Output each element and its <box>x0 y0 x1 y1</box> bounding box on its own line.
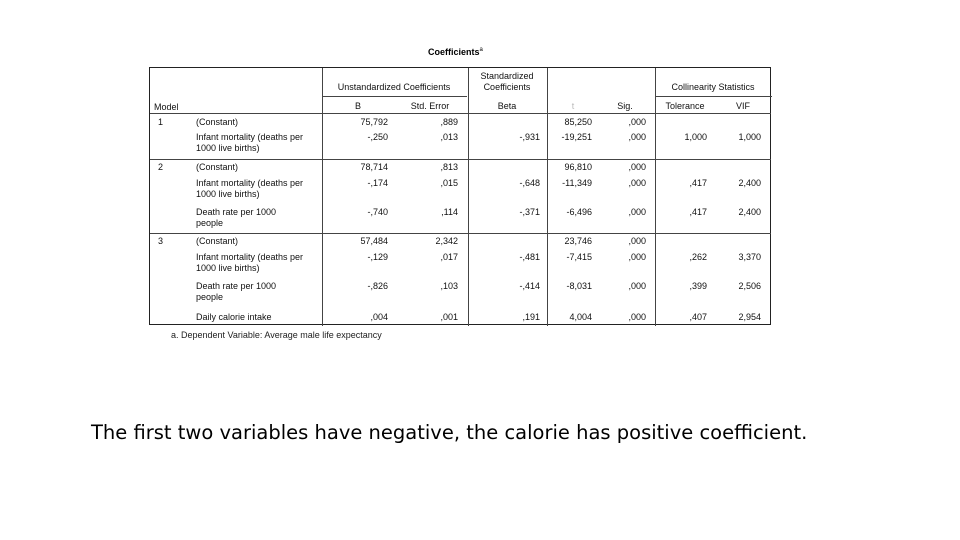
table-title-marker: a <box>479 47 483 53</box>
cell-beta: -,414 <box>519 281 540 291</box>
grid-line <box>150 159 771 160</box>
model-id: 3 <box>158 236 164 246</box>
cell-se: ,013 <box>440 132 458 142</box>
header-collinearity: Collinearity Statistics <box>671 82 755 92</box>
cell-t: -11,349 <box>562 178 592 188</box>
cell-se: ,889 <box>440 117 458 127</box>
cell-b: -,250 <box>367 132 388 142</box>
row-label: (Constant) <box>196 236 239 246</box>
cell-t: -19,251 <box>561 132 592 142</box>
cell-vif: 2,400 <box>738 207 761 217</box>
table-title-text: Coefficients <box>428 47 480 57</box>
header-standardized: Standardized Coefficients <box>480 71 534 92</box>
header-b: B <box>354 101 361 111</box>
grid-line <box>655 96 772 97</box>
cell-se: ,103 <box>440 281 458 291</box>
cell-b: -,129 <box>367 252 388 262</box>
cell-t: 85,250 <box>564 117 592 127</box>
cell-t: -6,496 <box>566 207 592 217</box>
cell-tolerance: ,417 <box>689 178 707 188</box>
cell-t: 23,746 <box>564 236 592 246</box>
cell-sig: ,000 <box>628 312 646 322</box>
cell-b: -,174 <box>367 178 388 188</box>
cell-sig: ,000 <box>628 117 646 127</box>
cell-b: -,740 <box>367 207 388 217</box>
header-vif: VIF <box>735 101 750 111</box>
cell-b: -,826 <box>367 281 388 291</box>
table-footnote: a. Dependent Variable: Average male life… <box>171 330 382 340</box>
cell-se: ,114 <box>441 207 458 217</box>
model-id: 2 <box>158 162 164 172</box>
cell-tolerance: ,417 <box>689 207 707 217</box>
cell-vif: 2,400 <box>738 178 761 188</box>
cell-sig: ,000 <box>628 178 646 188</box>
cell-sig: ,000 <box>628 281 646 291</box>
model-id: 1 <box>158 117 164 127</box>
grid-line <box>468 68 469 326</box>
cell-beta: -,931 <box>519 132 540 142</box>
cell-vif: 2,506 <box>738 281 761 291</box>
cell-beta: -,371 <box>519 207 540 217</box>
slide-caption: The first two variables have negative, t… <box>91 421 808 444</box>
row-label: Infant mortality (deaths per 1000 live b… <box>196 132 304 153</box>
cell-b: 78,714 <box>360 162 388 172</box>
cell-vif: 2,954 <box>738 312 761 322</box>
cell-se: ,813 <box>440 162 458 172</box>
row-label: (Constant) <box>196 162 239 172</box>
header-std-error: Std. Error <box>410 101 450 111</box>
cell-t: -7,415 <box>566 252 592 262</box>
row-label: (Constant) <box>196 117 239 127</box>
row-label: Daily calorie intake <box>196 312 272 322</box>
grid-line <box>150 233 771 234</box>
header-sig: Sig. <box>617 101 633 111</box>
grid-line <box>322 96 467 97</box>
grid-line <box>150 113 771 114</box>
cell-b: 57,484 <box>360 236 388 246</box>
cell-t: 96,810 <box>564 162 592 172</box>
cell-se: ,017 <box>440 252 458 262</box>
row-label: Infant mortality (deaths per 1000 live b… <box>196 178 304 199</box>
header-t: t <box>571 101 575 111</box>
coefficients-table: Unstandardized Coefficients Standardized… <box>149 67 772 326</box>
cell-se: ,001 <box>440 312 458 322</box>
cell-beta: -,481 <box>519 252 540 262</box>
cell-b: 75,792 <box>360 117 388 127</box>
cell-se: 2,342 <box>435 236 458 246</box>
grid-line <box>655 68 656 326</box>
grid-line <box>547 68 548 326</box>
grid-line <box>322 68 323 326</box>
header-unstandardized: Unstandardized Coefficients <box>337 82 451 92</box>
cell-t: 4,004 <box>569 312 592 322</box>
table-title: Coefficientsa <box>428 47 483 57</box>
header-beta: Beta <box>497 101 517 111</box>
cell-sig: ,000 <box>628 207 646 217</box>
cell-t: -8,031 <box>566 281 592 291</box>
cell-b: ,004 <box>370 312 388 322</box>
cell-tolerance: ,399 <box>689 281 707 291</box>
cell-tolerance: ,407 <box>689 312 707 322</box>
row-label: Death rate per 1000 people <box>196 281 277 302</box>
header-tolerance: Tolerance <box>665 101 705 111</box>
cell-beta: -,648 <box>519 178 540 188</box>
cell-sig: ,000 <box>628 236 646 246</box>
cell-tolerance: ,262 <box>689 252 707 262</box>
row-label: Infant mortality (deaths per 1000 live b… <box>196 252 304 273</box>
row-label: Death rate per 1000 people <box>196 207 277 228</box>
cell-se: ,015 <box>440 178 458 188</box>
cell-sig: ,000 <box>628 162 646 172</box>
cell-vif: 1,000 <box>738 132 761 142</box>
cell-beta: ,191 <box>522 312 540 322</box>
cell-sig: ,000 <box>628 132 646 142</box>
cell-tolerance: 1,000 <box>684 132 707 142</box>
cell-sig: ,000 <box>628 252 646 262</box>
cell-vif: 3,370 <box>738 252 761 262</box>
header-model: Model <box>154 102 179 112</box>
